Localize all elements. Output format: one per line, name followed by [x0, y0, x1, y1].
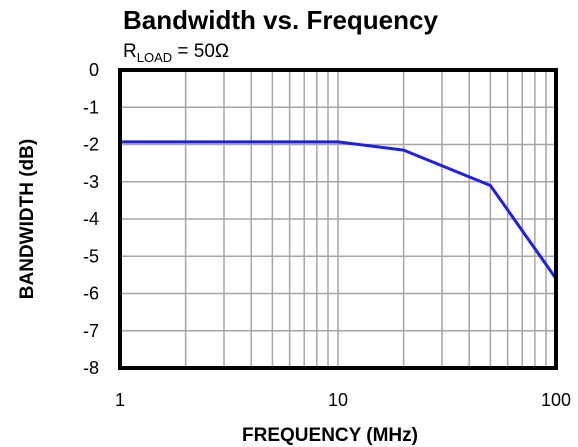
- subtitle-suffix: = 50Ω: [172, 41, 229, 62]
- grid-lines: [119, 69, 557, 369]
- x-tick-labels: 1 10 100: [115, 390, 571, 410]
- y-tick-label: -1: [83, 97, 99, 117]
- y-axis-label: BANDWIDTH (dB): [17, 139, 38, 299]
- x-tick-label: 100: [541, 390, 571, 410]
- y-tick-label: -8: [83, 358, 99, 378]
- series-line: [120, 140, 558, 280]
- subtitle-prefix: R: [123, 41, 137, 62]
- y-tick-label: -3: [83, 172, 99, 192]
- x-tick-label: 1: [115, 390, 125, 410]
- y-tick-label: -5: [83, 246, 99, 266]
- y-tick-labels: 0 -1 -2 -3 -4 -5 -6 -7 -8: [83, 60, 99, 378]
- chart-title: Bandwidth vs. Frequency: [123, 5, 438, 35]
- x-tick-label: 10: [328, 390, 348, 410]
- y-tick-label: -7: [83, 321, 99, 341]
- x-axis-label: FREQUENCY (MHz): [242, 425, 418, 446]
- subtitle-subscript: LOAD: [137, 50, 172, 65]
- y-tick-label: -6: [83, 284, 99, 304]
- y-tick-label: -2: [83, 135, 99, 155]
- series-lines: [120, 140, 558, 280]
- y-tick-label: -4: [83, 209, 99, 229]
- plot-frame: [118, 68, 558, 370]
- chart-subtitle: RLOAD = 50Ω: [123, 41, 229, 65]
- y-tick-label: 0: [89, 60, 99, 80]
